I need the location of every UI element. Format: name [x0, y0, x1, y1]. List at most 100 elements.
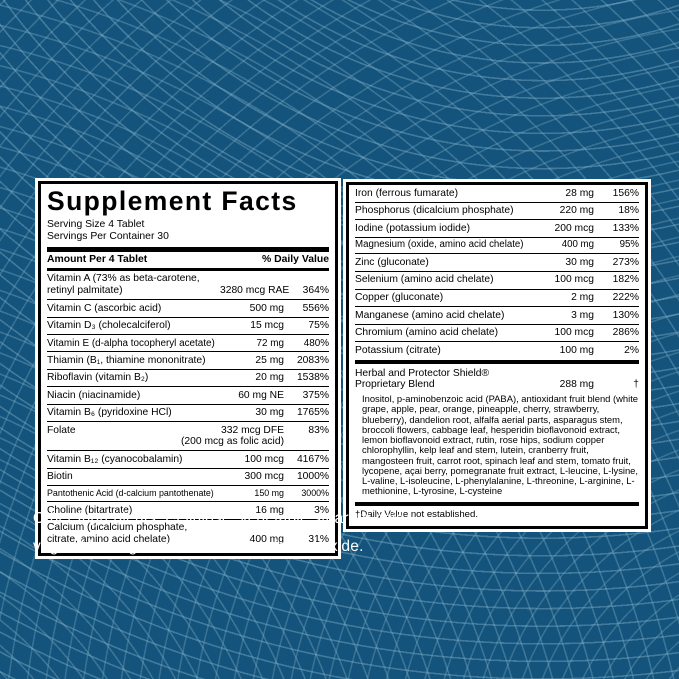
nutrient-row: Pantothenic Acid (d-calcium pantothenate…: [47, 485, 329, 501]
nutrient-name: Chromium (amino acid chelate): [355, 327, 499, 339]
nutrient-amount: 3 mg: [530, 310, 594, 322]
nutrient-name: Pantothenic Acid (d-calcium pantothenate…: [47, 487, 214, 498]
nutrient-amount-value: 20 mg: [255, 372, 284, 384]
nutrient-name: Vitamin D₃ (cholecalciferol): [47, 320, 171, 332]
nutrient-row: Folate 332 mcg DFE (200 mcg as folic aci…: [47, 421, 329, 450]
nutrient-amount: 100 mcg: [530, 274, 595, 286]
nutrient-amount: 100 mcg: [220, 454, 285, 466]
nutrient-row: Copper (gluconate) 2 mg 222%: [355, 288, 639, 307]
blend-dagger: †: [633, 379, 639, 391]
nutrient-amount-value: 16 mg: [255, 504, 284, 516]
nutrient-amount-value: 2 mg: [571, 292, 594, 304]
nutrient-amount-value: 300 mcg: [244, 471, 285, 483]
nutrient-amount-value: 15 mcg: [250, 320, 284, 332]
nutrient-amount-value: 72 mg: [256, 337, 284, 349]
nutrient-name: Vitamin C (ascorbic acid): [47, 302, 162, 314]
nutrient-daily-value: 3000%: [301, 487, 329, 498]
servings-per-container: Servings Per Container 30: [47, 231, 169, 243]
nutrient-daily-value: 1538%: [296, 372, 329, 384]
blend-ingredients-list: Inositol, p-aminobenzoic acid (PABA), an…: [362, 393, 639, 497]
nutrient-row: Vitamin A (73% as beta-carotene, retinyl…: [47, 271, 329, 299]
nutrient-amount-value: 30 mg: [255, 407, 284, 419]
nutrient-row: Zinc (gluconate) 30 mg 273%: [355, 253, 639, 271]
nutrient-amount: 25 mg: [220, 355, 284, 367]
nutrient-amount: 300 mcg: [220, 471, 285, 483]
nutrient-amount-value: 332 mcg DFE: [221, 424, 284, 436]
nutrient-row: Calcium (dicalcium phosphate, citrate, a…: [47, 518, 329, 548]
nutrient-daily-value: 480%: [303, 337, 329, 349]
nutrient-amount-value: 200 mcg: [554, 222, 595, 234]
nutrient-daily-value: 95%: [619, 239, 639, 251]
nutrient-row: Niacin (niacinamide) 60 mg NE 375%: [47, 386, 329, 404]
nutrient-amount: 150 mg: [220, 488, 284, 499]
nutrient-row: Magnesium (oxide, amino acid chelate) 40…: [355, 236, 639, 254]
nutrient-name: Biotin: [47, 471, 73, 483]
nutrient-row: Vitamin B₆ (pyridoxine HCl) 30 mg 1765%: [47, 403, 329, 422]
nutrient-row: Vitamin B₁₂ (cyanocobalamin) 100 mcg 416…: [47, 450, 329, 468]
nutrient-row: Biotin 300 mcg 1000%: [47, 467, 329, 486]
nutrient-name: Vitamin B₆ (pyridoxine HCl): [47, 407, 172, 419]
header-divider-bar: [47, 246, 329, 252]
nutrient-name: Zinc (gluconate): [355, 256, 429, 268]
nutrient-amount-note: (200 mcg as folic acid): [180, 436, 284, 448]
footnote-divider-bar: [355, 501, 639, 506]
nutrient-name: Iodine (potassium iodide): [355, 222, 471, 234]
nutrient-amount: 28 mg: [530, 188, 594, 200]
proprietary-blend-row: Herbal and Protector Shield® Proprietary…: [355, 365, 639, 394]
nutrient-row: Chromium (amino acid chelate) 100 mcg 28…: [355, 323, 639, 342]
nutrient-row: Choline (bitartrate) 16 mg 3%: [47, 501, 329, 519]
nutrient-amount: 20 mg: [220, 372, 284, 384]
nutrient-row: Selenium (amino acid chelate) 100 mcg 18…: [355, 270, 639, 289]
nutrient-amount: 72 mg: [220, 338, 284, 349]
nutrient-row: Vitamin D₃ (cholecalciferol) 15 mcg 75%: [47, 316, 329, 335]
nutrient-name: Manganese (amino acid chelate): [355, 309, 505, 321]
nutrient-amount-value: 100 mcg: [554, 327, 595, 339]
nutrient-name: Vitamin B₁₂ (cyanocobalamin): [47, 453, 183, 465]
nutrient-amount: 200 mcg: [530, 222, 595, 235]
nutrient-daily-value: 18%: [618, 205, 639, 217]
nutrient-amount: 100 mg: [530, 345, 594, 357]
nutrient-daily-value: 130%: [612, 309, 639, 321]
nutrient-daily-value: 1000%: [296, 471, 329, 483]
nutrient-row: Phosphorus (dicalcium phosphate) 220 mg …: [355, 201, 639, 220]
nutrient-amount-value: 100 mg: [559, 344, 594, 356]
nutrient-name: Choline (bitartrate): [47, 504, 133, 516]
nutrient-amount-value: 3280 mcg RAE: [220, 285, 290, 297]
supplement-facts-right-panel: Iron (ferrous fumarate) 28 mg 156% Phosp…: [346, 182, 648, 530]
nutrient-row: Potassium (citrate) 100 mg 2%: [355, 341, 639, 359]
nutrient-name: Folate: [47, 424, 76, 436]
nutrient-name: Thiamin (B₁, thiamine mononitrate): [47, 354, 206, 366]
supplement-facts-title: Supplement Facts: [47, 186, 298, 216]
other-ingredients-text: Other Ingredients: Cellulose, vegetable …: [33, 510, 410, 555]
nutrient-amount-value: 28 mg: [565, 187, 594, 199]
nutrient-daily-value: 3%: [314, 504, 329, 516]
nutrient-amount: 220 mg: [530, 205, 594, 217]
nutrient-daily-value: 31%: [308, 533, 329, 545]
nutrient-amount: 15 mcg: [220, 320, 284, 332]
blend-name: Herbal and Protector Shield® Proprietary…: [355, 367, 490, 391]
nutrient-daily-value: 4167%: [296, 453, 329, 465]
nutrient-amount: 332 mcg DFE (200 mcg as folic acid): [181, 425, 284, 448]
nutrient-amount: 3280 mcg RAE: [220, 285, 289, 297]
nutrient-name: Selenium (amino acid chelate): [355, 274, 494, 286]
nutrient-row: Iron (ferrous fumarate) 28 mg 156%: [355, 185, 639, 202]
nutrient-daily-value: 556%: [302, 302, 329, 314]
nutrient-amount: 2 mg: [530, 292, 594, 304]
nutrient-amount: 30 mg: [530, 257, 594, 269]
nutrient-amount-value: 25 mg: [255, 354, 284, 366]
nutrient-daily-value: 133%: [612, 222, 639, 234]
nutrient-daily-value: 222%: [612, 292, 639, 304]
nutrient-daily-value: 375%: [302, 389, 329, 401]
nutrient-name: Vitamin E (d-alpha tocopheryl acetate): [47, 337, 215, 349]
nutrient-daily-value: 273%: [612, 256, 639, 268]
amount-per-label: Amount Per 4 Tablet: [47, 254, 148, 266]
nutrient-amount: 100 mcg: [530, 327, 595, 339]
nutrient-amount: 400 mg: [220, 534, 284, 546]
nutrient-name: Vitamin A (73% as beta-carotene, retinyl…: [47, 273, 200, 297]
nutrient-daily-value: 2083%: [296, 354, 329, 366]
nutrient-daily-value: 286%: [612, 327, 639, 339]
nutrient-row: Iodine (potassium iodide) 200 mcg 133%: [355, 219, 639, 237]
nutrient-name: Phosphorus (dicalcium phosphate): [355, 205, 514, 217]
nutrient-amount: 400 mg: [530, 239, 594, 251]
